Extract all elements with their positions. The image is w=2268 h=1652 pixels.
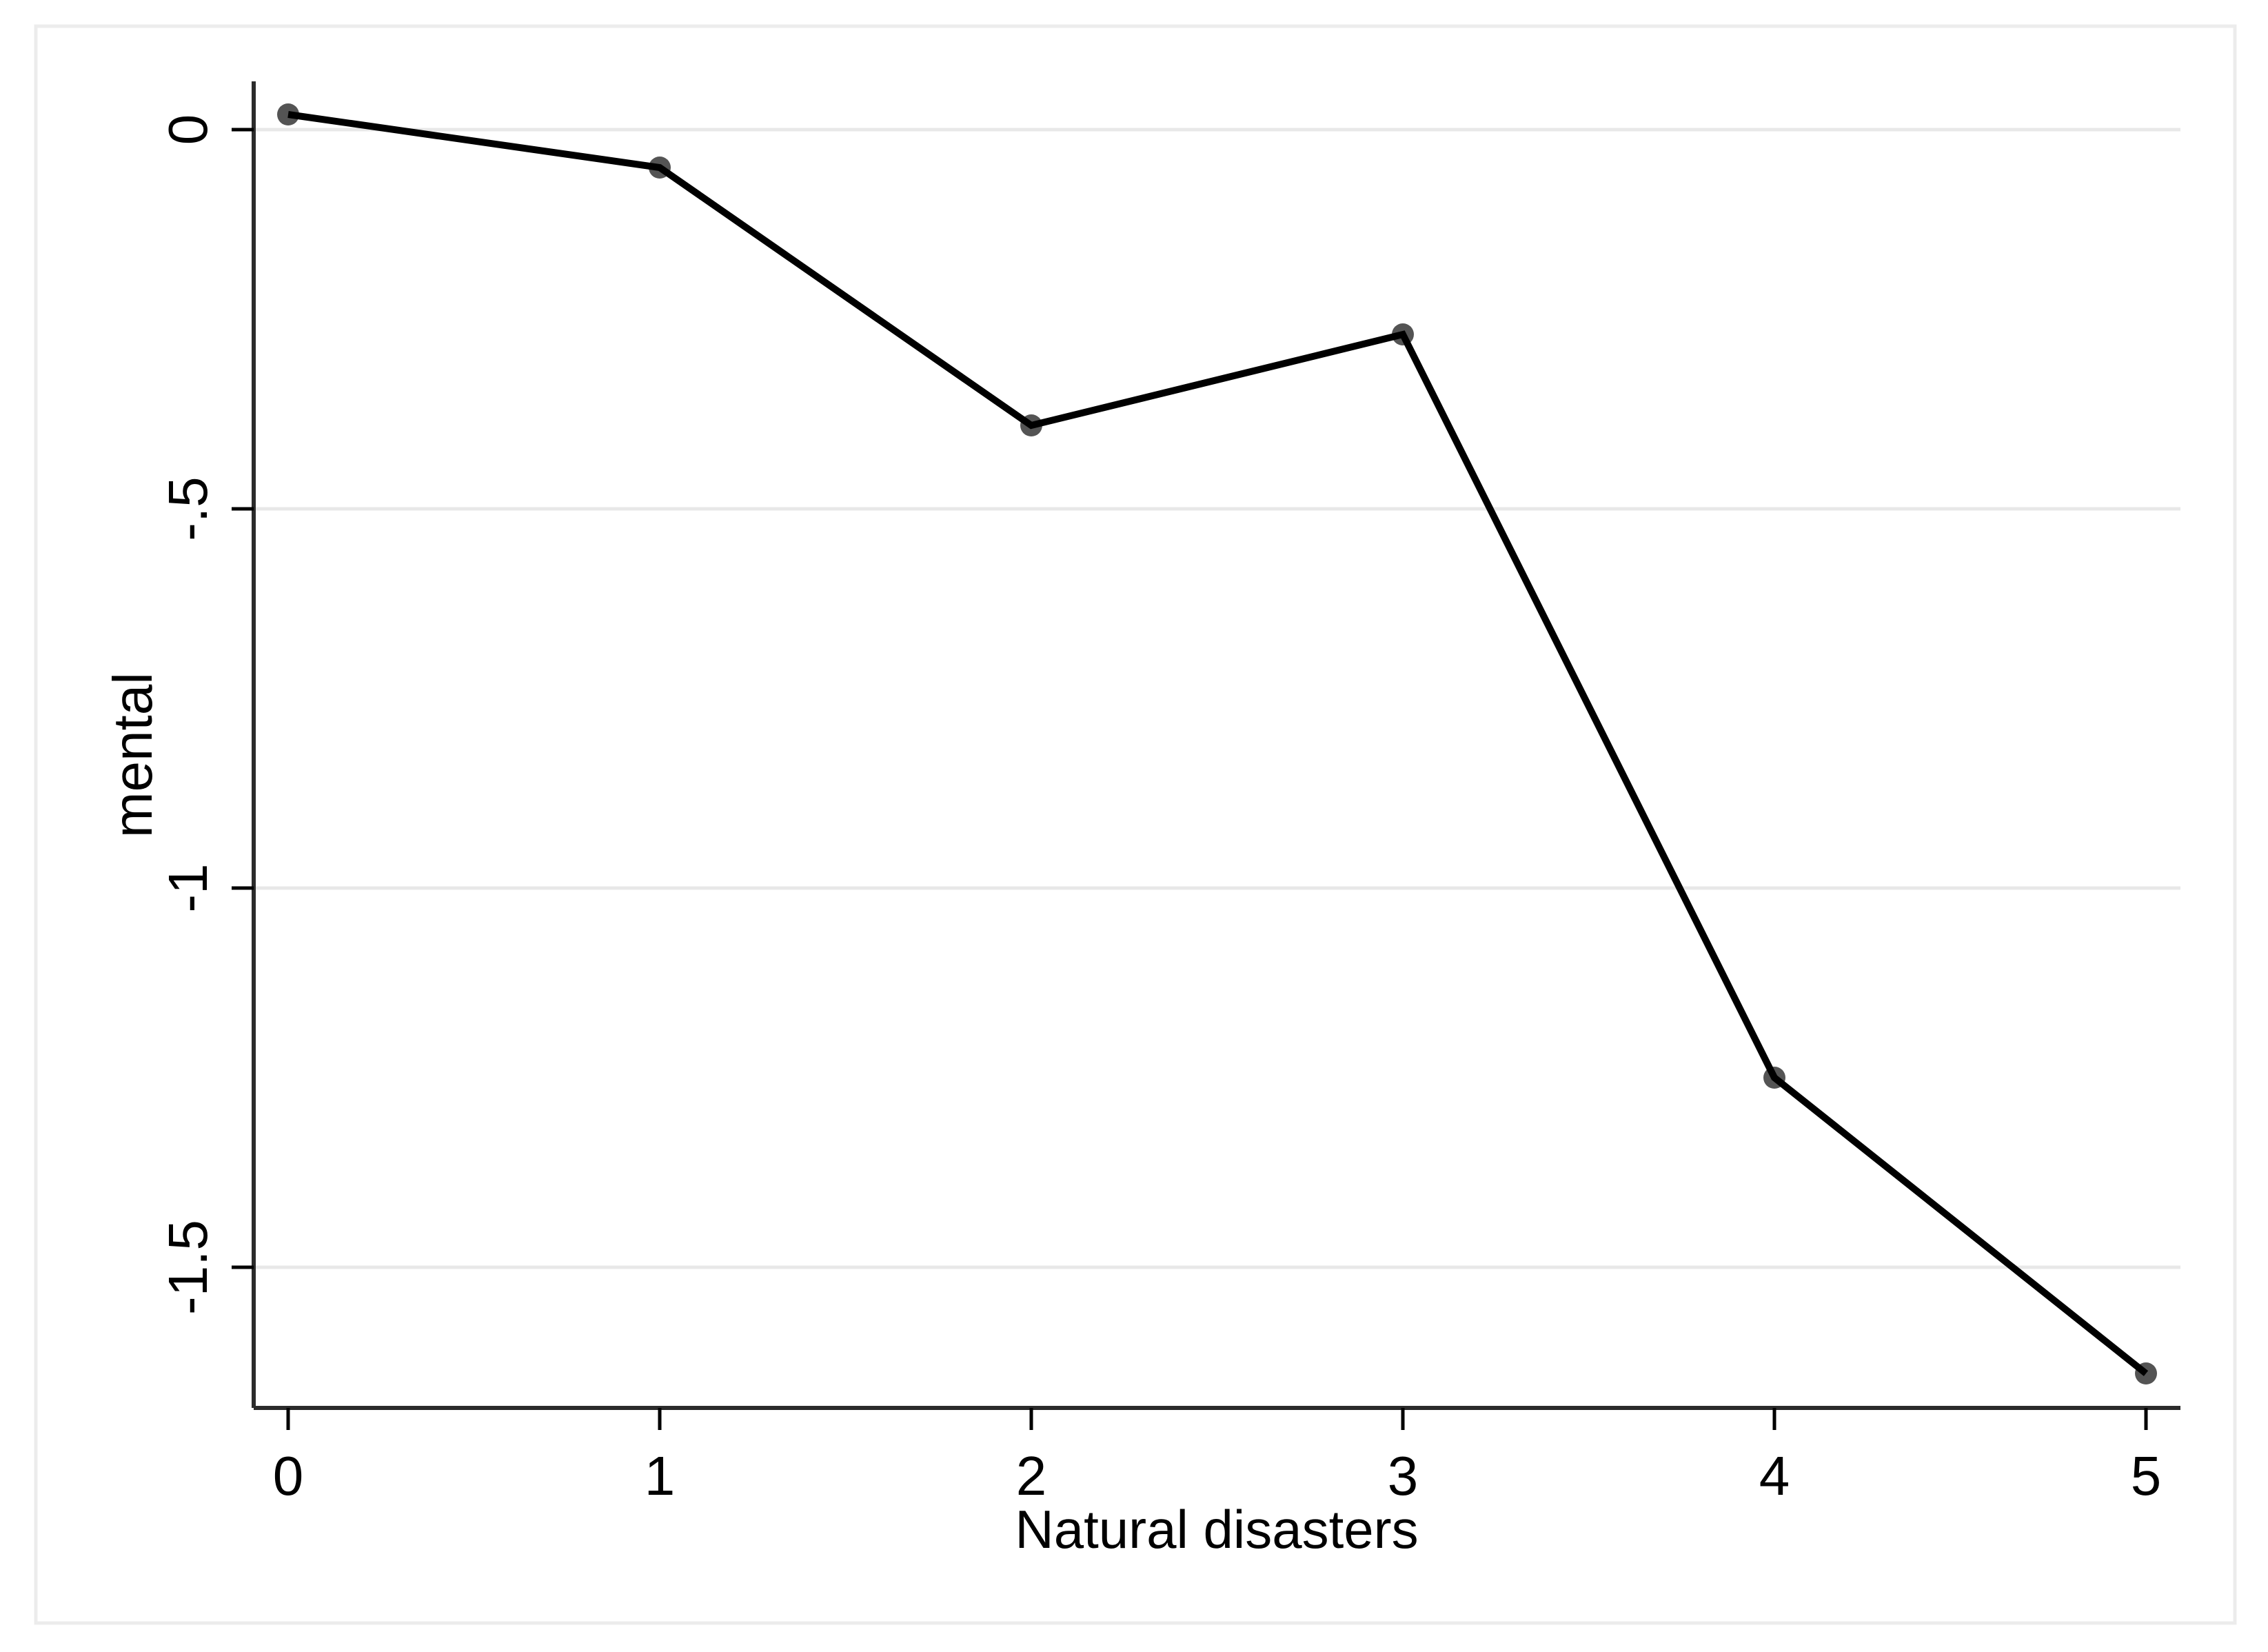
axes bbox=[232, 81, 2180, 1430]
y-tick-label: -.5 bbox=[157, 476, 219, 541]
x-tick-label: 3 bbox=[1388, 1445, 1419, 1507]
data-layer bbox=[277, 103, 2157, 1384]
x-tick-label: 0 bbox=[273, 1445, 304, 1507]
y-axis-label: mental bbox=[102, 672, 163, 838]
y-tick-label: -1 bbox=[157, 863, 219, 912]
y-tick-label: -1.5 bbox=[157, 1220, 219, 1315]
gridlines bbox=[254, 128, 2180, 1269]
x-axis-label: Natural disasters bbox=[1015, 1499, 1418, 1560]
x-tick-label: 1 bbox=[645, 1445, 676, 1507]
x-tick-label: 4 bbox=[1759, 1445, 1790, 1507]
series-line bbox=[287, 111, 2149, 1376]
x-tick-label: 5 bbox=[2131, 1445, 2162, 1507]
tick-labels: 0 -.5 -1 -1.5 0 1 2 3 4 5 bbox=[157, 114, 2161, 1507]
figure-frame bbox=[34, 24, 2237, 1625]
x-tick-label: 2 bbox=[1016, 1445, 1047, 1507]
y-tick-label: 0 bbox=[157, 114, 219, 145]
